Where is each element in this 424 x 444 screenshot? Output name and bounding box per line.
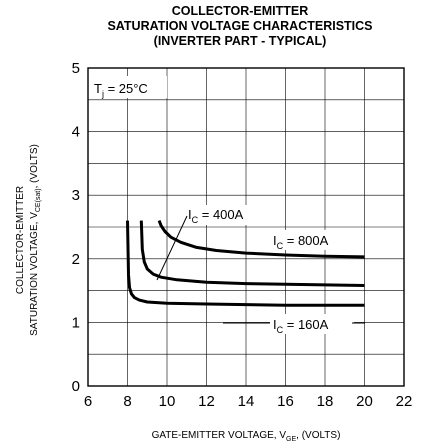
series-label-160a: IC = 160A (273, 317, 329, 335)
condition-box-background (91, 76, 167, 98)
y-axis-label-line-1: COLLECTOR-EMITTER (15, 186, 26, 294)
y-tick-label: 1 (72, 314, 80, 331)
label-800a-background (270, 230, 354, 250)
x-tick-label: 16 (277, 393, 294, 410)
x-tick-label: 6 (84, 393, 92, 410)
series-label-800a: IC = 800A (273, 233, 329, 251)
y-axis-label-line-2: SATURATION VOLTAGE, VCE(sat), (VOLTS) (29, 144, 42, 336)
plot-frame (87, 67, 405, 387)
x-tick-label: 12 (198, 393, 215, 410)
chart-title-line-1: COLLECTOR-EMITTER (172, 4, 309, 18)
chart-title-line-2: SATURATION VOLTAGE CHARACTERISTICS (107, 19, 372, 33)
series-line-800a (157, 220, 365, 259)
x-tick-label: 18 (317, 393, 334, 410)
x-tick-label: 14 (238, 393, 255, 410)
y-tick-label: 3 (72, 187, 80, 204)
y-tick-label: 0 (72, 378, 80, 395)
label-160a-background (270, 314, 354, 334)
chart-title-line-3: (INVERTER PART - TYPICAL) (154, 34, 327, 48)
series-label-400a: IC = 400A (188, 207, 244, 225)
series-line-400a (139, 220, 365, 287)
x-axis-label: GATE-EMITTER VOLTAGE, VGE, (VOLTS) (152, 430, 341, 443)
label-400a-background (186, 205, 270, 225)
y-tick-label: 5 (72, 60, 80, 77)
series-line-160a (126, 220, 365, 307)
y-tick-label: 4 (72, 124, 80, 141)
y-tick-label: 2 (72, 251, 80, 268)
condition-annotation: Tj = 25°C (94, 81, 148, 99)
x-tick-label: 22 (396, 393, 413, 410)
x-tick-label: 20 (356, 393, 373, 410)
grid (87, 67, 405, 387)
x-tick-label: 10 (159, 393, 176, 410)
leader-400a (156, 215, 188, 281)
x-tick-label: 8 (123, 393, 131, 410)
series-lines (126, 220, 365, 307)
